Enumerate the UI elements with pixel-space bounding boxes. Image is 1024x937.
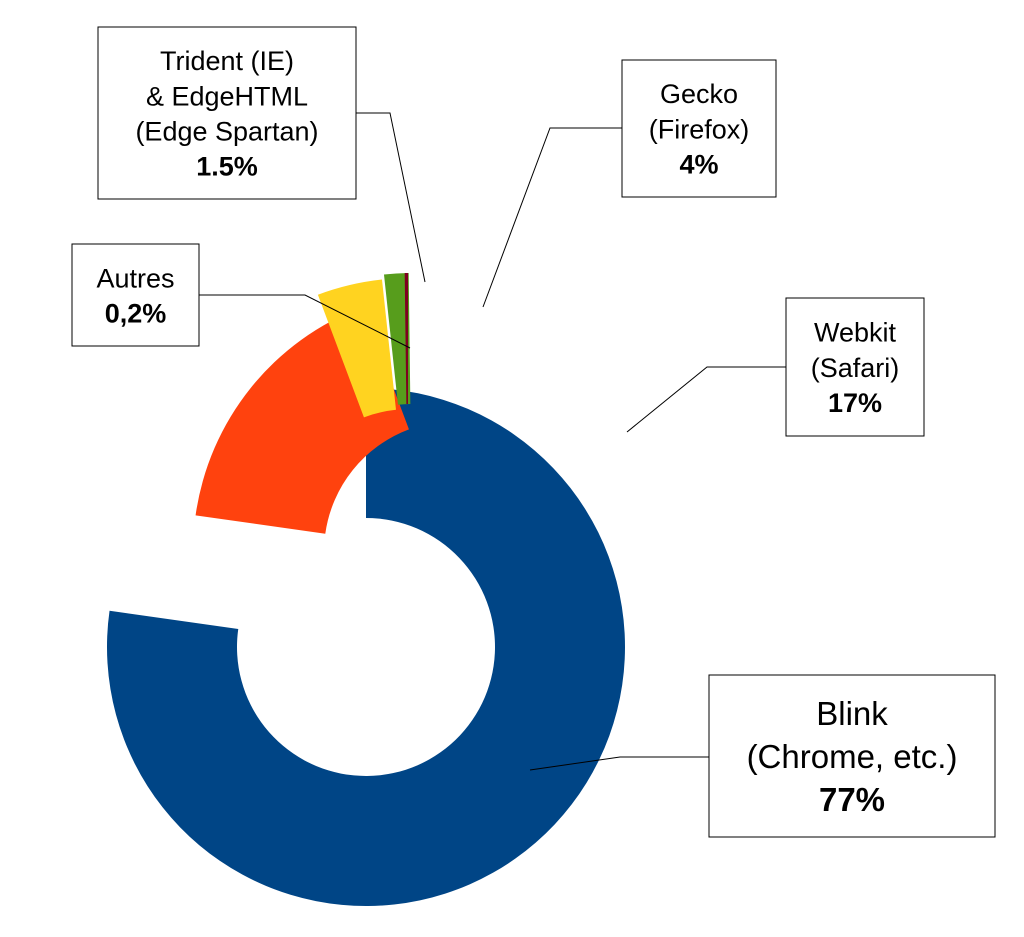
leader-line-gecko xyxy=(482,127,622,308)
slice-label: Trident (IE) xyxy=(160,46,294,76)
leader-line-autres xyxy=(199,294,411,349)
slice-trident xyxy=(383,273,411,405)
callout-box xyxy=(708,674,996,838)
slice-label: (Firefox) xyxy=(649,114,750,144)
callout-autres: Autres 0,2% xyxy=(71,243,200,347)
callout-trident: Trident (IE) & EdgeHTML (Edge Spartan) 1.5% xyxy=(97,26,357,200)
slice-label: (Edge Spartan) xyxy=(135,116,318,146)
slice-label: Blink xyxy=(816,695,888,732)
slice-label: Gecko xyxy=(660,79,738,109)
callout-box xyxy=(621,59,777,198)
callout-box xyxy=(97,26,357,200)
callout-gecko: Gecko (Firefox) 4% xyxy=(621,59,777,198)
callout-box xyxy=(71,243,200,347)
slice-value-label: 77% xyxy=(819,781,885,818)
slice-label: & EdgeHTML xyxy=(146,81,308,111)
slice-label: Autres xyxy=(96,263,174,293)
callout-blink: Blink (Chrome, etc.) 77% xyxy=(708,674,996,838)
slice-value-label: 1.5% xyxy=(196,151,258,181)
slice-label: (Chrome, etc.) xyxy=(747,738,958,775)
slice-value-label: 17% xyxy=(828,388,882,418)
slice-label: Webkit xyxy=(814,318,897,348)
slices-group xyxy=(106,273,625,906)
leader-line-webkit xyxy=(626,366,786,433)
slice-value-label: 0,2% xyxy=(105,298,167,328)
leader-lines-group xyxy=(199,112,786,771)
leader-line-trident xyxy=(356,112,426,283)
slice-value-label: 4% xyxy=(679,149,718,179)
slice-autres xyxy=(404,273,408,405)
callout-webkit: Webkit (Safari) 17% xyxy=(785,297,925,437)
leader-line-blink xyxy=(529,756,710,771)
slice-gecko xyxy=(317,279,396,418)
callout-box xyxy=(785,297,925,437)
slice-blink xyxy=(106,388,625,906)
callouts-group: Blink (Chrome, etc.) 77% Webkit (Safari) 17% G… xyxy=(71,26,996,838)
slice-label: (Safari) xyxy=(811,353,900,383)
